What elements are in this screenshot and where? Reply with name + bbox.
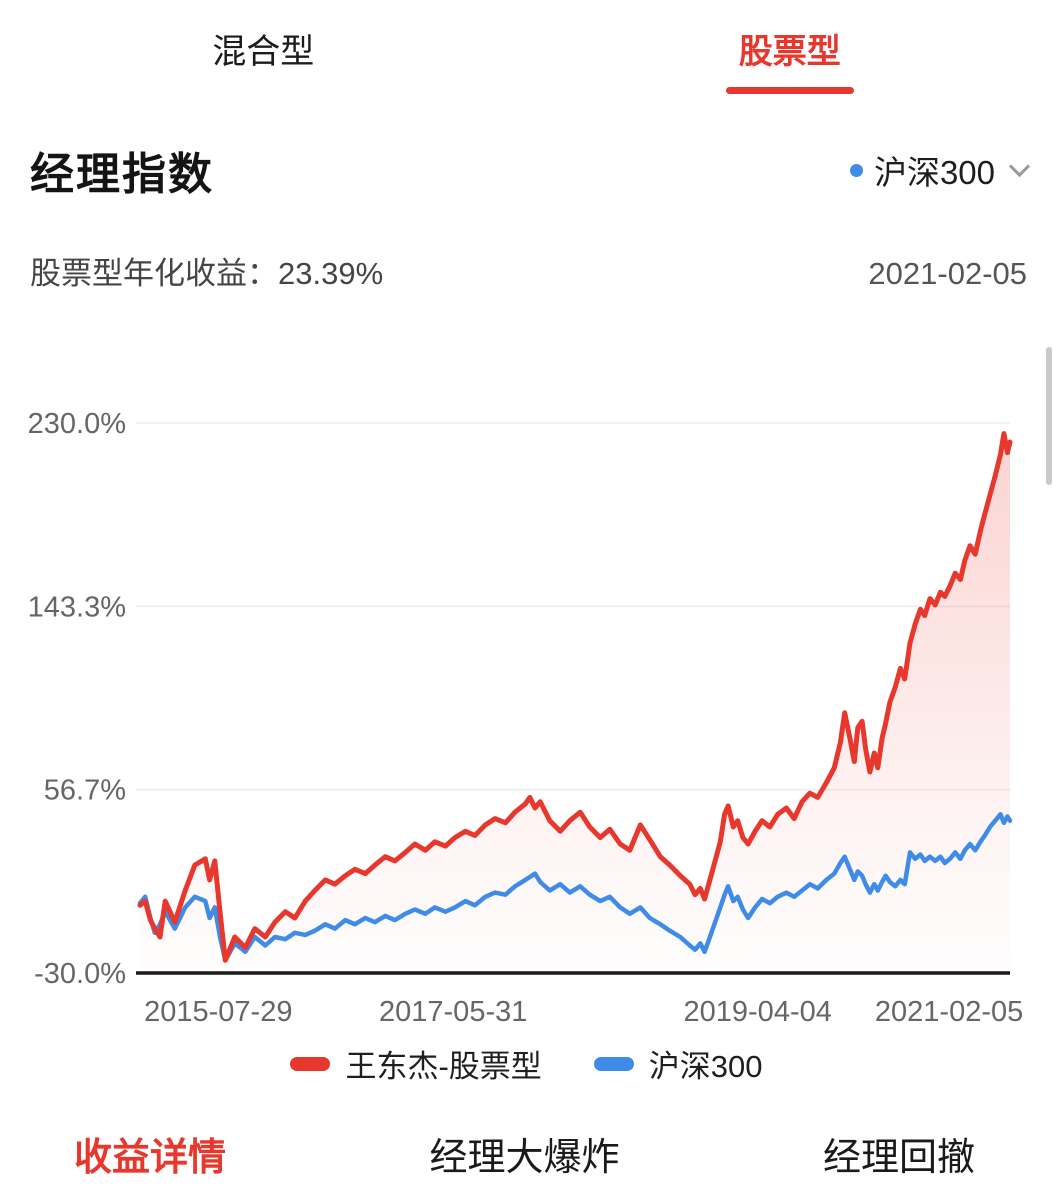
x-tick-label: 2019-04-04 xyxy=(684,996,832,1028)
annualized-return-value: 23.39% xyxy=(278,256,384,291)
legend-label-manager: 王东杰-股票型 xyxy=(345,1049,542,1084)
legend-swatch-blue xyxy=(593,1056,634,1071)
tab-stock-label: 股票型 xyxy=(738,33,841,71)
annualized-return-label: 股票型年化收益： xyxy=(30,256,278,291)
manager-area-fill xyxy=(140,433,1010,974)
benchmark-label: 沪深300 xyxy=(873,154,995,191)
y-tick-label: 230.0% xyxy=(28,408,126,440)
legend-item-manager: 王东杰-股票型 xyxy=(290,1041,542,1086)
chevron-down-icon xyxy=(1008,155,1031,177)
y-tick-label: -30.0% xyxy=(34,958,126,990)
legend-swatch-red xyxy=(290,1056,331,1071)
active-tab-underline xyxy=(725,87,854,94)
x-tick-label: 2017-05-31 xyxy=(379,996,527,1028)
chart-svg[interactable]: 230.0% 143.3% 56.7% -30.0% 2015-07-29 2017-05… xyxy=(0,393,1053,1033)
tab-manager-drawdown[interactable]: 经理回撤 xyxy=(822,1137,975,1179)
current-date: 2021-02-05 xyxy=(868,256,1027,291)
performance-chart: 230.0% 143.3% 56.7% -30.0% 2015-07-29 2017-05… xyxy=(0,393,1053,1033)
watermark: 头条 @韭圈儿 xyxy=(0,1181,1053,1186)
tab-return-details[interactable]: 收益详情 xyxy=(74,1137,227,1179)
x-tick-label: 2021-02-05 xyxy=(875,996,1023,1028)
tab-manager-explosion[interactable]: 经理大爆炸 xyxy=(429,1137,620,1179)
tab-mixed-label: 混合型 xyxy=(212,33,315,71)
x-tick-label: 2015-07-29 xyxy=(144,996,292,1028)
header-row: 经理指数 沪深300 xyxy=(0,94,1053,202)
y-tick-label: 56.7% xyxy=(44,775,126,807)
scrollbar[interactable] xyxy=(1046,347,1052,485)
section-tab-bar: 收益详情 经理大爆炸 经理回撤 xyxy=(0,1086,1053,1181)
benchmark-dot-icon xyxy=(849,163,863,177)
tab-mixed-type[interactable]: 混合型 xyxy=(0,14,527,94)
summary-row: 股票型年化收益：23.39% 2021-02-05 xyxy=(0,202,1053,293)
benchmark-line xyxy=(137,812,1013,963)
y-tick-label: 143.3% xyxy=(28,591,126,623)
category-tab-bar: 混合型 股票型 xyxy=(0,0,1053,94)
annualized-return: 股票型年化收益：23.39% xyxy=(30,248,383,293)
benchmark-selector[interactable]: 沪深300 xyxy=(849,146,1031,194)
legend-label-benchmark: 沪深300 xyxy=(648,1049,763,1084)
page-title: 经理指数 xyxy=(30,150,214,199)
manager-line xyxy=(137,431,1013,963)
chart-legend: 王东杰-股票型 沪深300 xyxy=(0,1041,1053,1086)
tab-stock-type[interactable]: 股票型 xyxy=(527,14,1053,94)
legend-item-benchmark: 沪深300 xyxy=(593,1041,763,1086)
